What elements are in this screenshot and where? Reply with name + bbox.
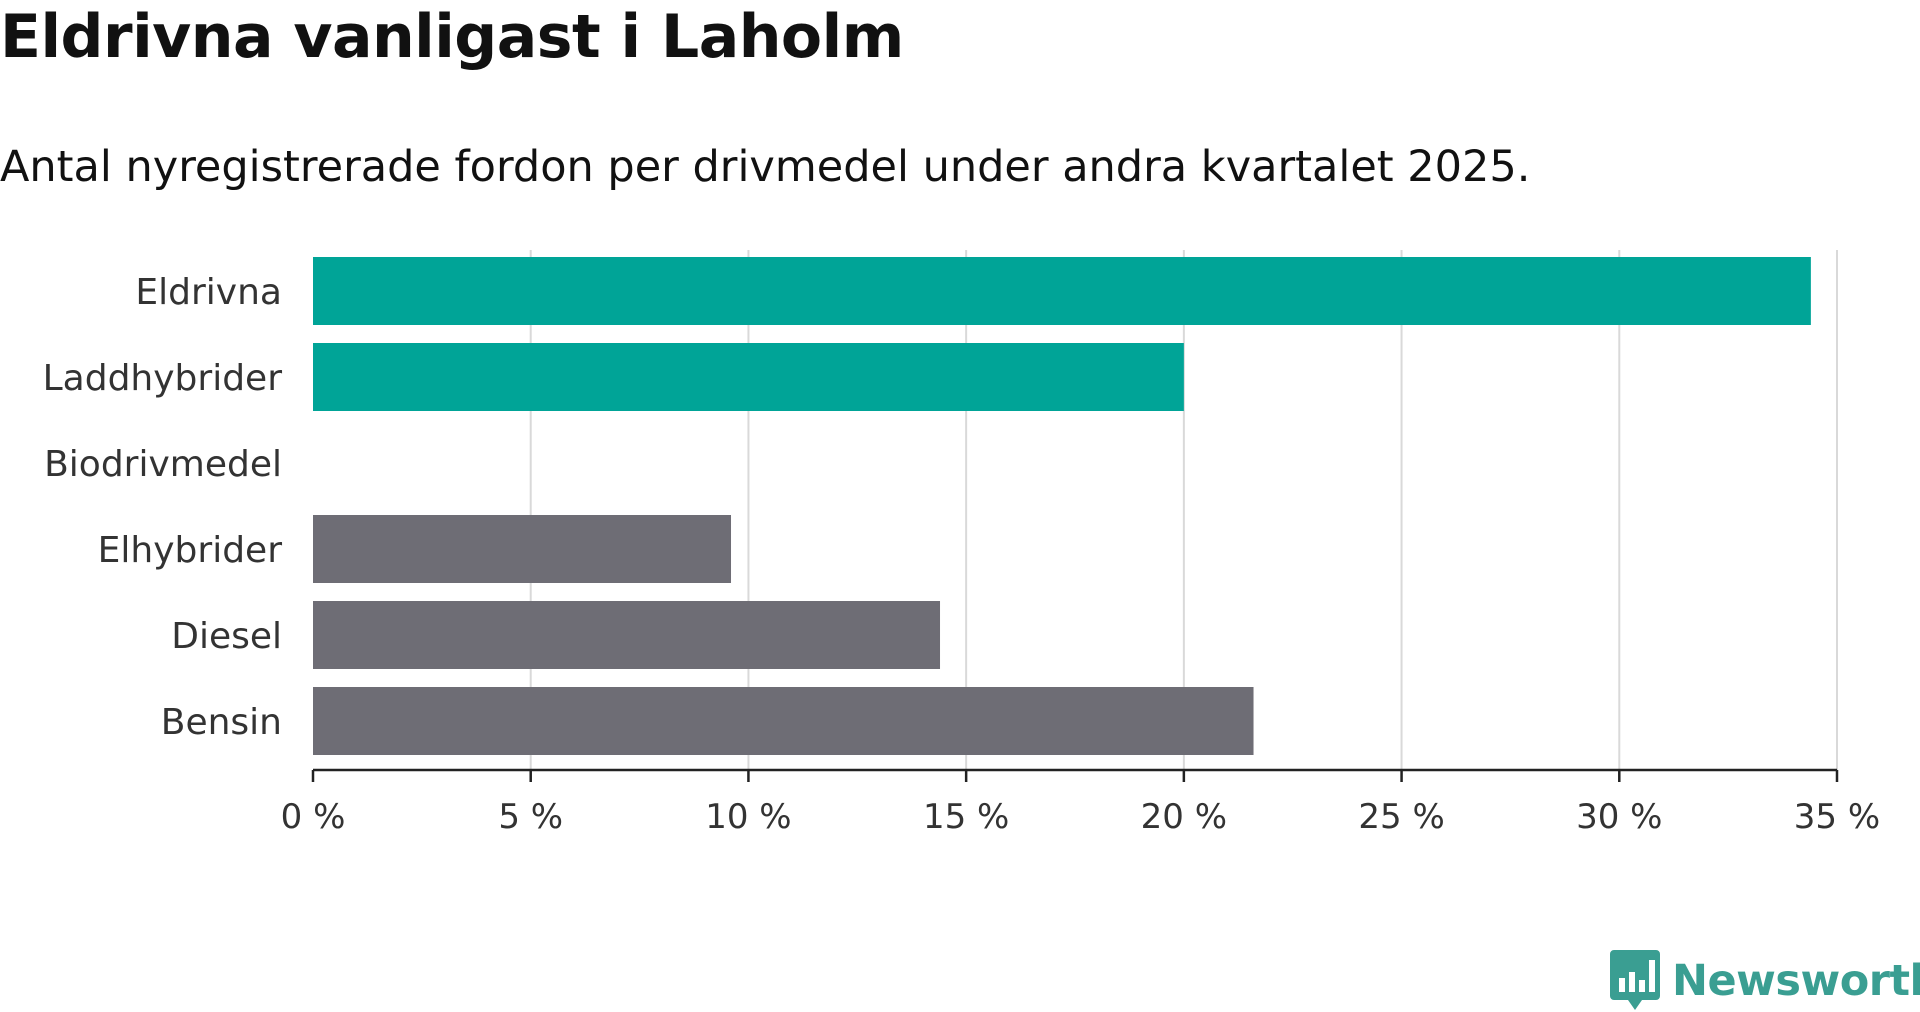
bar [313,515,732,583]
category-label: Eldrivna [135,272,282,313]
category-label: Diesel [171,616,282,657]
chart-subtitle: Antal nyregistrerade fordon per drivmede… [0,142,1531,192]
logo-text: Newsworthy [1672,956,1920,1006]
category-label: Elhybrider [98,530,283,571]
x-tick-label: 30 % [1576,797,1662,837]
x-tick-label: 0 % [281,797,346,837]
bar [313,257,1811,325]
x-tick-label: 15 % [923,797,1009,837]
category-label: Bensin [161,702,282,743]
category-label: Laddhybrider [43,358,283,399]
bar [313,601,941,669]
category-label: Biodrivmedel [44,444,282,485]
bar [313,687,1254,755]
bar [313,343,1184,411]
chart-title: Eldrivna vanligast i Laholm [0,2,904,72]
x-tick-label: 5 % [498,797,563,837]
newsworthy-logo: Newsworthy [1610,950,1920,1012]
x-tick-label: 10 % [705,797,791,837]
x-tick-label: 35 % [1794,797,1880,837]
newsworthy-bar-chart-icon [1610,950,1660,1010]
x-tick-label: 20 % [1141,797,1227,837]
x-tick-label: 25 % [1358,797,1444,837]
